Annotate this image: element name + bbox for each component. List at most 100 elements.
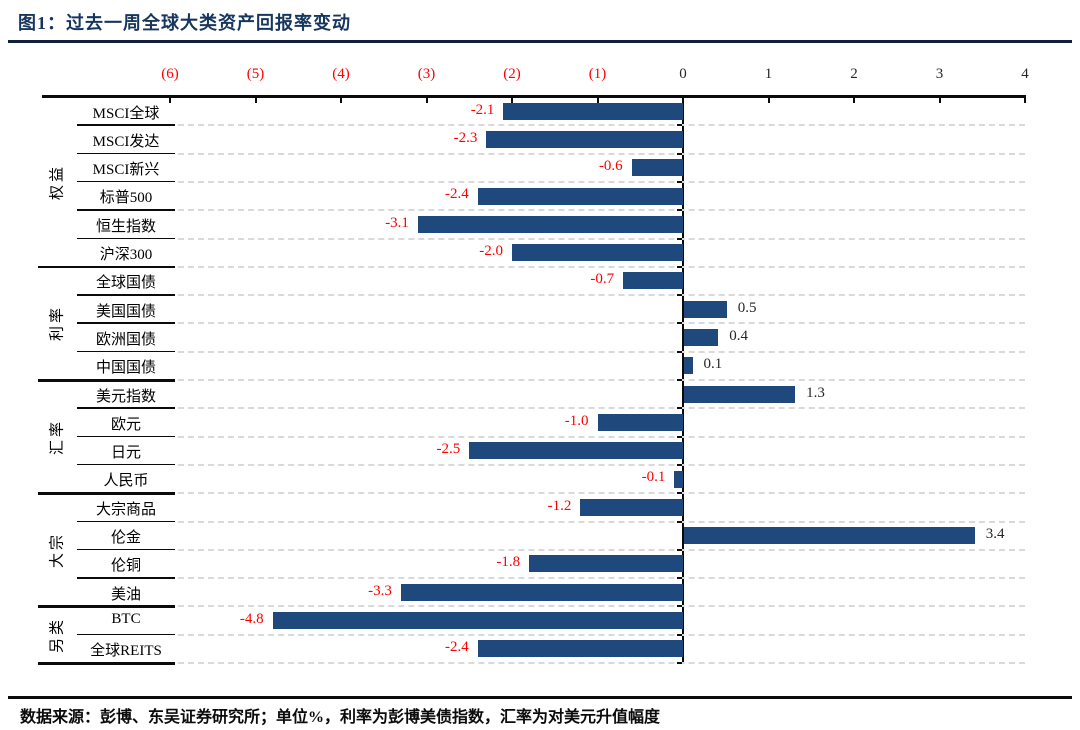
dashed-gridline xyxy=(178,548,1025,551)
zero-axis-tick xyxy=(677,407,682,410)
category-label: 大宗商品 xyxy=(95,501,156,518)
zero-axis-tick xyxy=(677,577,682,580)
category-label: 美国国债 xyxy=(95,303,156,320)
row-separator-line xyxy=(77,322,175,324)
bar xyxy=(272,612,683,630)
group-separator-line xyxy=(38,492,175,495)
dashed-gridline xyxy=(178,605,1025,608)
zero-axis-tick xyxy=(677,633,682,636)
zero-axis-tick xyxy=(677,265,682,268)
row-separator-line xyxy=(77,463,175,466)
row-separator-line xyxy=(77,633,175,636)
dashed-gridline xyxy=(178,180,1025,183)
category-label: 欧元 xyxy=(110,416,141,433)
value-label: -1.2 xyxy=(547,497,572,514)
group-separator-line xyxy=(38,605,175,608)
group-label: 大宗 xyxy=(49,531,66,568)
bar xyxy=(684,527,975,545)
value-label: 1.3 xyxy=(806,384,825,401)
value-label: -2.4 xyxy=(445,639,469,656)
bar xyxy=(512,244,683,262)
dashed-gridline xyxy=(178,379,1025,381)
category-label: 全球REITS xyxy=(90,643,162,660)
dashed-gridline xyxy=(178,577,1025,580)
x-axis-tick xyxy=(511,97,513,103)
x-axis-tick-label: (5) xyxy=(246,66,265,82)
category-label: 欧洲国债 xyxy=(95,331,156,348)
category-label: 沪深300 xyxy=(99,247,153,263)
zero-axis-tick xyxy=(677,463,682,466)
row-separator-line xyxy=(77,350,175,353)
dashed-gridline xyxy=(178,237,1025,240)
x-axis-tick-label: (2) xyxy=(503,66,521,82)
zero-axis-tick xyxy=(677,322,682,325)
zero-axis-tick xyxy=(677,209,682,212)
x-axis-tick xyxy=(596,97,599,103)
bar xyxy=(684,300,727,318)
dashed-gridline xyxy=(178,463,1025,466)
bar xyxy=(684,385,796,403)
zero-axis-tick xyxy=(677,379,682,381)
bar xyxy=(477,187,683,205)
value-label: -1.0 xyxy=(564,412,589,429)
x-axis-tick xyxy=(425,97,428,103)
group-label: 权益 xyxy=(49,163,66,200)
bar xyxy=(486,130,683,148)
dashed-gridline xyxy=(178,633,1025,636)
value-label: -3.1 xyxy=(385,214,409,231)
value-label: -0.7 xyxy=(590,271,615,288)
x-axis-tick-label: 2 xyxy=(850,66,858,82)
dashed-gridline xyxy=(178,407,1025,410)
category-label: BTC xyxy=(111,610,141,627)
x-axis-line xyxy=(42,95,1026,98)
x-axis-tick-label: 3 xyxy=(935,66,944,82)
row-separator-line xyxy=(77,124,175,126)
row-separator-line xyxy=(77,577,175,579)
category-label: 全球国债 xyxy=(95,275,156,292)
row-separator-line xyxy=(77,294,175,296)
category-label: 美元指数 xyxy=(95,388,156,405)
dashed-gridline xyxy=(178,124,1025,127)
x-axis-tick-label: (6) xyxy=(161,66,179,82)
source-note: 数据来源：彭博、东吴证券研究所；单位%，利率为彭博美债指数，汇率为对美元升值幅度 xyxy=(20,709,661,726)
dashed-gridline xyxy=(178,435,1025,438)
footer-divider xyxy=(8,696,1072,699)
category-label: 标普500 xyxy=(99,190,153,207)
title-divider xyxy=(8,40,1072,43)
x-axis-tick xyxy=(1024,97,1026,103)
bar xyxy=(674,470,683,488)
x-axis-tick xyxy=(938,97,941,103)
x-axis-tick-label: 1 xyxy=(764,66,773,82)
zero-axis-tick xyxy=(677,435,682,438)
x-axis-tick-label: 4 xyxy=(1021,66,1029,82)
category-label: 美油 xyxy=(110,586,141,603)
value-label: 3.4 xyxy=(985,526,1005,542)
x-axis-tick-label: 0 xyxy=(679,66,687,82)
bar xyxy=(580,498,683,516)
bar xyxy=(684,329,719,347)
dashed-gridline xyxy=(178,265,1025,268)
zero-axis-tick xyxy=(677,294,682,297)
row-separator-line xyxy=(77,152,175,155)
category-label: MSCI发达 xyxy=(92,133,160,150)
dashed-gridline xyxy=(178,520,1025,523)
category-label: MSCI全球 xyxy=(92,105,160,122)
dashed-gridline xyxy=(178,322,1025,325)
zero-axis-tick xyxy=(677,662,682,664)
value-label: -4.8 xyxy=(239,610,264,627)
zero-axis-tick xyxy=(677,605,682,608)
category-label: 人民币 xyxy=(103,473,149,490)
bar xyxy=(631,159,683,177)
row-separator-line xyxy=(77,520,175,522)
bar xyxy=(623,272,683,290)
zero-axis-tick xyxy=(677,492,682,495)
bar-chart: (6) (5) (4) (3) (2) (1) 0 1 2 3 4 MSCI全球 -2.1 MSCI发达 -… xyxy=(38,66,1029,665)
zero-axis-tick xyxy=(677,548,682,551)
bar xyxy=(400,583,683,601)
value-label: -2.5 xyxy=(436,441,461,458)
dashed-gridline xyxy=(178,350,1025,353)
zero-axis-tick xyxy=(677,237,682,240)
category-label: 伦金 xyxy=(110,530,141,546)
row-separator-line xyxy=(77,237,175,239)
